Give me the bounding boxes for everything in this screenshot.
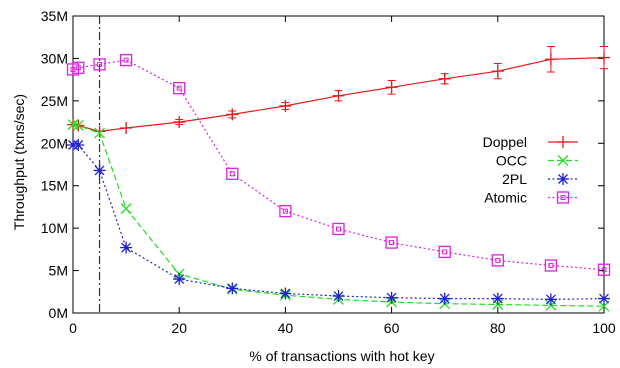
series-2pl — [67, 138, 610, 306]
y-tick-label: 0M — [49, 305, 68, 321]
data-point — [173, 116, 186, 129]
data-point — [93, 58, 106, 71]
data-point — [72, 138, 85, 151]
legend-label: OCC — [496, 153, 527, 169]
x-tick-label: 80 — [490, 320, 506, 336]
data-point-inner — [495, 257, 501, 263]
data-point — [597, 263, 611, 276]
data-point-inner — [389, 240, 395, 246]
data-point — [598, 292, 610, 305]
data-point — [226, 167, 239, 180]
data-point-inner — [97, 61, 103, 67]
data-point — [279, 287, 292, 300]
legend-label: 2PL — [502, 171, 527, 187]
x-tick-label: 100 — [592, 320, 616, 336]
data-point — [544, 293, 557, 306]
data-point — [279, 205, 292, 218]
data-point-inner — [75, 65, 81, 71]
data-point — [544, 259, 558, 272]
data-point-inner — [442, 249, 448, 255]
legend-marker — [557, 173, 569, 185]
y-tick-label: 15M — [41, 178, 68, 194]
data-point — [226, 108, 239, 121]
plot-frame — [72, 15, 605, 314]
legend-marker-inner — [560, 195, 566, 200]
series-line-atomic — [72, 59, 605, 271]
axes: 0M 5M 10M 15M 20M 25M 30M 35M 0 20 40 60 80 100 — [41, 8, 616, 336]
data-point — [279, 99, 292, 112]
data-point-inner — [229, 171, 235, 177]
data-point-inner — [601, 267, 607, 273]
data-point — [72, 61, 85, 74]
x-tick-label: 60 — [384, 320, 400, 336]
x-tick-label: 20 — [171, 320, 187, 336]
y-tick-label: 35M — [41, 8, 68, 24]
data-point — [438, 245, 451, 259]
data-point — [120, 122, 133, 135]
series-atomic — [66, 53, 611, 276]
series-occ — [67, 119, 610, 312]
data-point — [93, 164, 106, 177]
x-axis-label: % of transactions with hot key — [249, 348, 434, 364]
x-tick-label: 0 — [69, 320, 77, 336]
data-point — [120, 241, 133, 254]
y-axis-label: Throughput (txns/sec) — [11, 94, 27, 230]
data-point — [332, 290, 345, 303]
data-point — [385, 236, 398, 249]
y-tick-label: 5M — [49, 263, 68, 279]
legend-marker — [556, 191, 570, 204]
legend-marker — [557, 155, 569, 166]
data-point — [598, 300, 610, 312]
data-point-inner — [336, 226, 341, 232]
data-point — [385, 291, 398, 304]
data-point — [226, 282, 239, 295]
data-point — [544, 53, 557, 66]
y-tick-label: 25M — [41, 93, 68, 109]
data-point — [173, 273, 186, 286]
data-point — [491, 65, 504, 78]
data-point — [385, 81, 398, 94]
legend-label: Doppel — [483, 134, 527, 150]
y-tick-label: 20M — [41, 135, 68, 151]
data-point-inner — [548, 262, 554, 268]
legend-label: Atomic — [484, 190, 527, 206]
data-point-inner — [123, 57, 129, 63]
data-point-inner — [282, 208, 288, 214]
data-point — [72, 120, 84, 131]
series-layer — [66, 46, 611, 312]
data-point — [94, 127, 106, 139]
data-point — [438, 72, 451, 85]
data-point — [332, 222, 345, 236]
data-point — [173, 81, 186, 95]
y-tick-label: 30M — [41, 50, 68, 66]
legend-marker — [557, 136, 569, 148]
x-tick-label: 40 — [278, 320, 294, 336]
data-point — [438, 292, 451, 305]
data-point — [119, 53, 133, 67]
y-tick-label: 10M — [41, 220, 68, 236]
data-point — [491, 254, 504, 267]
data-point — [598, 51, 610, 64]
data-point — [491, 292, 504, 305]
data-point-inner — [176, 85, 182, 91]
series-doppel — [67, 46, 610, 138]
data-point — [120, 203, 132, 215]
data-point — [332, 89, 345, 102]
legend: Doppel OCC 2PL Atomic — [483, 134, 578, 206]
